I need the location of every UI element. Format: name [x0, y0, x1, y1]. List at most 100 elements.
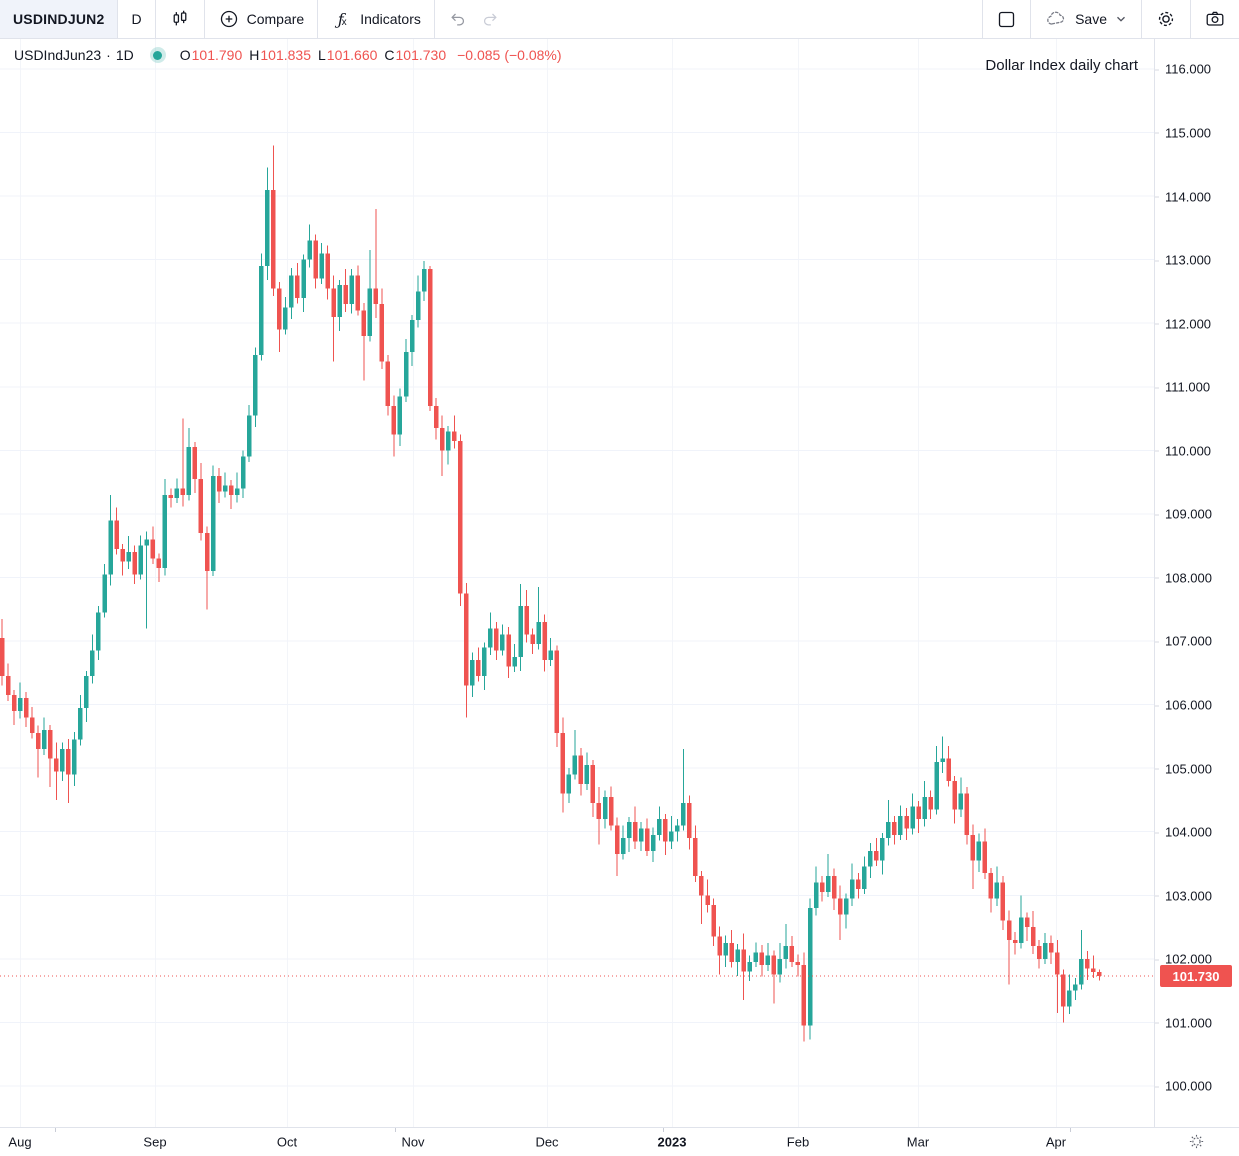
candle-down [355, 265, 361, 317]
candle-down [168, 488, 174, 508]
save-button[interactable]: Save [1031, 0, 1141, 38]
candle-up [102, 564, 107, 618]
price-axis[interactable]: 101.730 116.000 115.000 114.000 113.000 112.… [1154, 39, 1239, 1128]
candle-up [572, 730, 578, 781]
cloud-icon [1044, 8, 1068, 30]
candle-down [5, 663, 11, 702]
candle-down [439, 415, 445, 477]
candle-up [367, 250, 373, 343]
candle-down [150, 527, 155, 565]
time-axis-label: Oct [276, 1134, 298, 1150]
candle-down [132, 546, 137, 585]
candle-up [1018, 895, 1024, 950]
legend-symbol[interactable]: USDIndJun23 [14, 47, 102, 64]
candle-down [391, 396, 397, 458]
candle-down [228, 480, 234, 510]
ohlc-open: O101.790 [179, 47, 243, 64]
snapshot-button[interactable] [1191, 0, 1239, 38]
candle-down [343, 269, 348, 313]
candle-down [216, 468, 222, 504]
candle-up [753, 942, 758, 968]
candle-down [325, 246, 330, 301]
price-axis-label: 115.000 [1154, 125, 1212, 141]
chevron-down-icon [1114, 12, 1128, 26]
ohlc-high: H101.835 [249, 47, 311, 64]
candle-down [373, 209, 379, 319]
candle-up [500, 624, 505, 657]
chart-annotation: Dollar Index daily chart [985, 57, 1138, 75]
candle-down [204, 527, 210, 610]
candle-down [1000, 876, 1006, 931]
candle-down [313, 234, 318, 289]
settings-button[interactable] [1142, 0, 1190, 38]
candle-down [120, 544, 125, 576]
candle-down [741, 933, 746, 1001]
candle-up [862, 856, 867, 895]
candle-up [246, 405, 252, 463]
candle-down [295, 263, 300, 304]
market-status-dot[interactable] [149, 47, 166, 64]
legend: USDIndJun23 · 1D O101.790 H101.835 L101.… [14, 47, 562, 64]
interval-button[interactable]: D [118, 0, 154, 38]
chart-style-button[interactable] [156, 0, 204, 38]
gear-icon [1155, 8, 1177, 30]
sun-icon[interactable] [1188, 1133, 1205, 1150]
candle-down [1055, 940, 1060, 1014]
candle-up [650, 827, 656, 863]
compare-button[interactable]: Compare [205, 0, 318, 38]
ohlc-close: C101.730 [384, 47, 447, 64]
candle-up [349, 269, 354, 315]
layout-button[interactable] [983, 0, 1030, 38]
candle-down [904, 808, 909, 841]
candle-down [277, 282, 282, 353]
candle-up [301, 255, 306, 313]
candle-up [783, 924, 789, 969]
time-axis[interactable]: Aug Sep Oct Nov Dec 2023 Feb Mar Apr [0, 1127, 1239, 1156]
candle-up [337, 280, 342, 332]
camera-icon [1204, 8, 1226, 30]
candle-up [536, 587, 541, 650]
candle-up [307, 225, 312, 268]
candle-up [174, 478, 180, 504]
legend-interval[interactable]: 1D [115, 47, 134, 64]
candle-up [78, 695, 83, 746]
candle-up [240, 450, 246, 499]
candle-up [681, 749, 686, 831]
candle-up [518, 584, 523, 672]
candle-down [578, 748, 584, 796]
candle-down [1030, 911, 1036, 955]
candle-down [560, 717, 566, 814]
candle-down [1012, 932, 1018, 955]
candle-up [186, 428, 192, 501]
undo-button[interactable] [435, 0, 481, 38]
candle-up [144, 532, 149, 629]
candle-down [596, 787, 602, 845]
symbol-button[interactable]: USDINDJUN2 [0, 0, 118, 39]
candle-down [837, 886, 843, 941]
time-axis-label: Dec [535, 1134, 559, 1150]
time-axis-label: Apr [1045, 1134, 1067, 1150]
candle-down [819, 876, 825, 903]
candle-up [548, 638, 553, 667]
candle-down [23, 692, 29, 728]
toolbar-separator [433, 0, 435, 39]
candle-down [524, 590, 529, 643]
candle-down [54, 743, 59, 801]
candles [0, 145, 1102, 1042]
candle-down [687, 795, 692, 850]
chart-plot-area[interactable]: USDIndJun23 · 1D O101.790 H101.835 L101.… [0, 39, 1155, 1128]
candle-up [234, 473, 240, 503]
candle-up [1067, 975, 1072, 1015]
candle-down [458, 434, 463, 607]
redo-button[interactable] [467, 0, 513, 38]
time-axis-label: Aug [8, 1134, 32, 1150]
vertical-gridlines [20, 39, 1057, 1128]
candle-down [271, 145, 276, 297]
candlestick-plot[interactable] [0, 39, 1154, 1128]
candle-down [874, 838, 879, 867]
candle-up [868, 843, 873, 879]
toolbar-separator [1030, 0, 1032, 39]
candle-up [90, 635, 95, 685]
